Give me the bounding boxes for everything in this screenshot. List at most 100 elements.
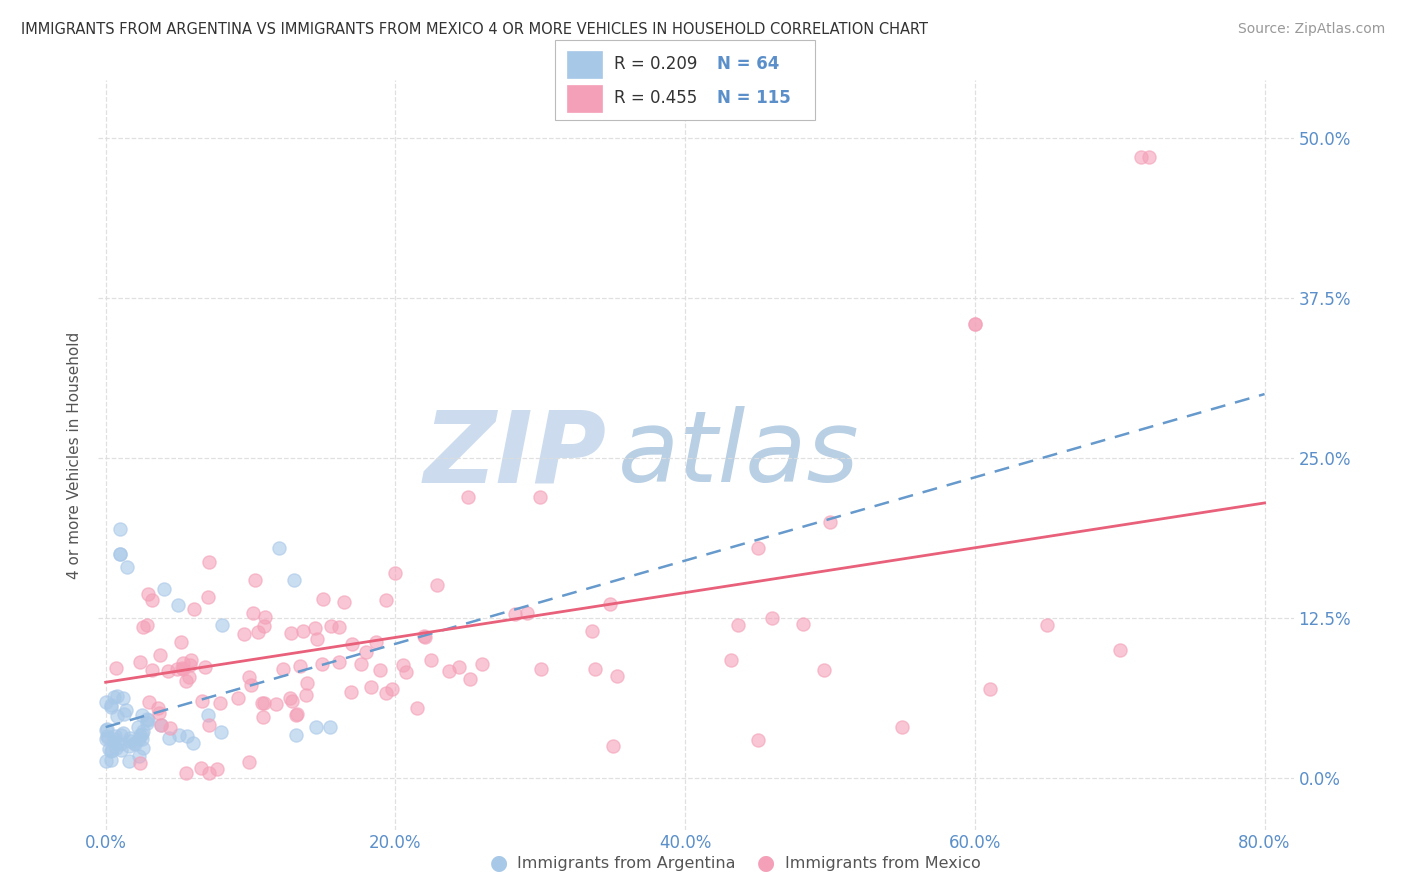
Point [152,582,174,596]
Point [108,547,131,561]
Point [141,593,163,607]
Point [412,629,434,643]
Point [516,606,538,620]
Point [792,617,814,632]
Point [157,731,180,745]
Point [176,729,198,743]
Point [602,739,624,754]
Point [136,716,159,731]
Point [242,607,264,621]
Point [96,723,118,737]
Point [581,624,603,639]
Point [131,619,153,633]
Point [253,618,276,632]
Point [503,607,526,621]
Point [392,657,415,672]
Point [131,726,153,740]
Point [190,761,212,775]
Point [127,720,149,734]
Point [177,670,200,684]
Point [437,664,460,678]
Point [172,662,194,676]
Point [891,720,914,734]
Point [105,741,128,756]
Point [295,676,318,690]
Point [112,726,135,740]
Point [252,696,274,710]
Point [103,731,125,746]
Point [101,742,124,756]
Point [136,712,159,726]
Point [117,560,139,574]
Point [979,681,1001,696]
Point [232,627,254,641]
Point [104,729,127,743]
Point [278,691,301,706]
Point [105,690,128,704]
Point [136,586,159,600]
Point [271,662,294,676]
Point [284,728,307,742]
Text: N = 115: N = 115 [717,89,790,107]
Point [247,624,270,639]
Point [238,755,260,769]
Point [226,691,249,706]
Point [413,630,436,644]
Point [128,748,150,763]
Point [149,648,172,662]
Point [100,744,122,758]
Point [96,722,118,736]
Point [105,709,128,723]
Point [209,725,232,739]
Point [131,708,153,723]
Text: ●: ● [758,854,775,873]
Point [209,696,232,710]
Point [129,727,152,741]
Point [120,733,142,747]
Point [419,653,441,667]
Point [146,700,169,714]
Point [333,595,356,609]
Point [599,597,621,611]
Point [280,625,302,640]
Point [252,710,274,724]
Point [457,490,479,504]
Point [167,728,190,742]
Point [761,611,783,625]
Point [253,696,276,710]
Point [100,753,122,767]
Point [374,593,396,607]
Point [96,754,118,768]
Text: ZIP: ZIP [423,407,606,503]
Y-axis label: 4 or more Vehicles in Household: 4 or more Vehicles in Household [67,331,83,579]
Point [166,662,188,676]
Point [180,652,202,666]
Point [167,599,190,613]
Point [529,490,551,504]
Point [112,707,135,722]
Point [963,317,986,331]
Point [458,672,481,686]
Text: atlas: atlas [619,407,860,503]
Text: N = 64: N = 64 [717,55,779,73]
Point [150,718,173,732]
Text: IMMIGRANTS FROM ARGENTINA VS IMMIGRANTS FROM MEXICO 4 OR MORE VEHICLES IN HOUSEH: IMMIGRANTS FROM ARGENTINA VS IMMIGRANTS … [21,22,928,37]
Point [132,740,155,755]
Point [285,708,308,723]
Point [238,670,260,684]
Point [311,657,333,672]
Point [366,635,388,649]
Point [264,697,287,711]
Point [131,732,153,747]
Point [340,636,363,650]
Point [240,678,263,692]
Point [280,694,302,708]
Point [170,634,193,648]
Point [375,686,398,700]
Point [150,718,173,732]
Point [118,739,141,753]
Point [818,515,841,529]
Point [129,656,152,670]
Point [426,577,449,591]
Point [1108,643,1130,657]
